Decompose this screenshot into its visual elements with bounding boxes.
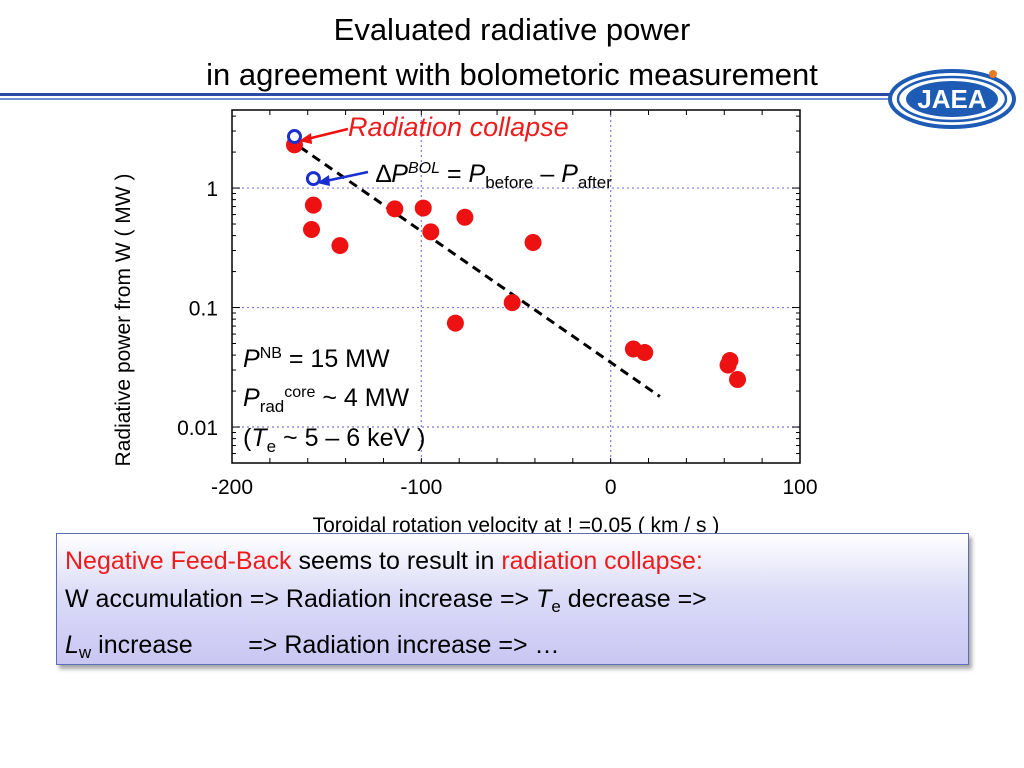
title-rule	[0, 93, 890, 96]
x-tick-labels: -200 -100 0 100	[211, 476, 818, 499]
y-tick-label: 0.01	[177, 417, 218, 440]
plot-area	[231, 109, 801, 464]
grid-lines	[232, 110, 800, 463]
y-tick-labels: 0.01 0.1 1	[177, 178, 218, 440]
summary-line-1: Negative Feed-Back seems to result in ra…	[65, 547, 703, 575]
x-tick-label: -200	[211, 476, 253, 499]
data-point	[331, 237, 349, 255]
data-point	[636, 344, 654, 362]
slide-title-line1: Evaluated radiative power	[333, 12, 691, 47]
nb-power-label: PNB = 15 MW	[243, 345, 390, 373]
data-point	[386, 200, 404, 218]
electron-temperature-label: (Te ~ 5 – 6 keV )	[243, 424, 426, 456]
y-tick-label: 0.1	[189, 298, 218, 321]
data-point	[304, 196, 322, 214]
fit-trend-line	[299, 145, 661, 398]
x-tick-label: 0	[605, 476, 617, 499]
data-point	[422, 223, 440, 241]
logo-text: JAEA	[917, 84, 987, 114]
y-axis-label: Radiative power from W ( MW )	[112, 174, 135, 467]
radiation-collapse-label: Radiation collapse	[348, 112, 569, 142]
data-point	[721, 352, 739, 370]
y-tick-label: 1	[206, 178, 218, 201]
bolometer-point	[286, 129, 302, 145]
data-point	[414, 199, 432, 217]
delta-p-bol-formula: ∆PBOL = Pbefore – Pafter	[376, 160, 612, 192]
scatter-chart: -200 -100 0 100 0.01 0.1 1 Toroidal rotation …	[112, 109, 818, 537]
data-points	[285, 129, 747, 388]
title-rule-thin	[0, 98, 890, 100]
jaea-logo-icon: JAEA	[888, 69, 1016, 129]
x-axis-label: Toroidal rotation velocity at ! =0.05 ( …	[313, 514, 720, 537]
data-point	[524, 234, 542, 252]
data-point	[456, 208, 474, 226]
summary-line-2: W accumulation => Radiation increase => …	[65, 585, 707, 616]
data-point	[446, 314, 464, 332]
slide-title-line2: in agreement with bolometoric measuremen…	[206, 57, 818, 92]
summary-line-3: Lw increase => Radiation increase => …	[65, 631, 560, 662]
summary-box: Negative Feed-Back seems to result in ra…	[56, 533, 969, 665]
bolometer-arrowhead	[317, 175, 330, 186]
core-radiation-label: Pradcore ~ 4 MW	[243, 384, 410, 416]
x-tick-label: -100	[400, 476, 442, 499]
bolometer-point	[305, 171, 321, 187]
data-point	[503, 294, 521, 312]
data-point	[729, 370, 747, 388]
axis-minor-ticks	[231, 110, 801, 464]
radiation-collapse-arrowhead	[299, 133, 312, 144]
data-point	[303, 220, 321, 238]
x-tick-label: 100	[782, 476, 817, 499]
